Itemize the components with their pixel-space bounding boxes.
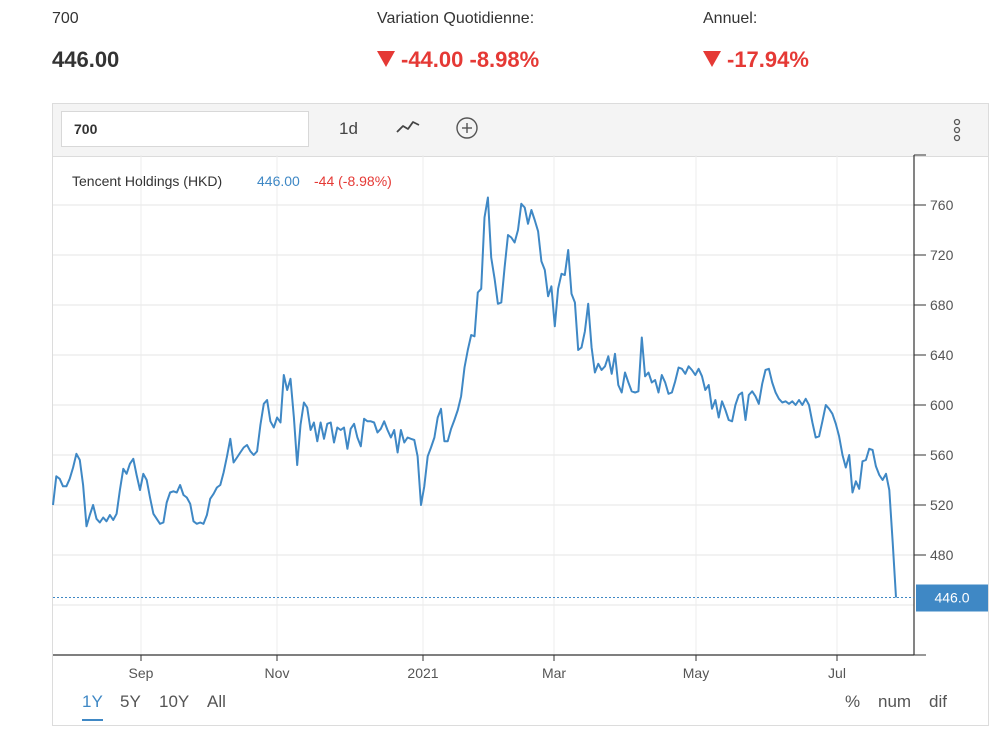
mode-percent-button[interactable]: % [845,692,861,711]
daily-change-label: Variation Quotidienne: [377,10,535,27]
range-5y-button[interactable]: 5Y [120,692,141,711]
more-options-button[interactable] [951,116,963,146]
mode-dif-button[interactable]: dif [929,692,947,711]
daily-change-value: -44.00 -8.98% [377,47,539,73]
current-price: 446.00 [52,47,120,72]
range-1y-button[interactable]: 1Y [82,692,103,721]
chart-toolbar: 700 1d [53,104,988,157]
chart-type-button[interactable] [395,117,421,147]
plus-circle-icon [456,117,478,139]
add-comparison-button[interactable] [455,116,481,146]
down-triangle-icon [377,51,395,68]
range-all-button[interactable]: All [207,692,226,711]
line-chart-icon [396,121,420,133]
chart-widget: 700 1d 1Y 5Y 10Y All % [52,103,989,726]
annual-change-label: Annuel: [703,10,758,27]
mode-num-button[interactable]: num [878,692,912,711]
daily-change-text: -44.00 -8.98% [401,47,540,72]
vertical-dots-icon [953,118,961,142]
range-10y-button[interactable]: 10Y [159,692,190,711]
symbol-label: 700 [52,10,79,27]
interval-button[interactable]: 1d [339,119,358,138]
annual-change-text: -17.94% [727,47,809,72]
symbol-input[interactable]: 700 [61,111,309,147]
annual-change-value: -17.94% [703,47,809,73]
down-triangle-icon [703,51,721,68]
